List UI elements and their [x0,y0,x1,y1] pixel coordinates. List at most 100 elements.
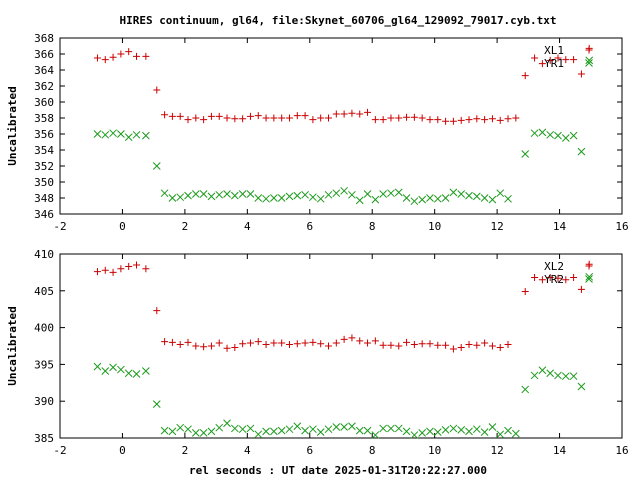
data-point [394,188,403,197]
data-point [395,114,403,122]
data-point [356,110,364,118]
legend-marker [585,59,593,67]
data-point [230,191,239,200]
data-point [577,147,586,156]
data-point [449,188,458,197]
data-point [569,372,578,381]
data-point [449,345,457,353]
data-point [184,191,192,200]
data-point [262,341,270,349]
plot-frame [59,37,623,215]
data-point [530,129,539,138]
x-tick-label: 0 [119,444,126,457]
data-point [449,117,457,125]
data-point [511,429,520,438]
data-point [418,428,427,437]
x-tick-label: 0 [119,220,126,233]
data-point [561,372,570,381]
data-point [457,343,465,351]
data-point [488,195,497,204]
data-point [161,111,169,119]
data-point [238,190,247,198]
data-point [316,194,325,203]
data-point [309,425,317,434]
data-point [348,109,356,117]
y-tick-label: 348 [34,192,54,205]
data-point [332,189,341,198]
data-point [570,56,578,64]
data-point [184,338,192,346]
y-tick-label: 350 [34,176,54,189]
data-point [230,424,239,433]
data-point [512,114,520,122]
data-point [176,341,184,349]
data-point [426,427,434,436]
x-tick-label: -2 [53,444,66,457]
data-point [355,426,364,435]
data-point [254,338,262,346]
data-point [379,116,387,124]
data-point [472,425,481,434]
data-point [465,116,473,124]
data-point [496,343,504,351]
data-point [577,285,585,293]
data-point [309,338,317,346]
data-point [562,56,570,64]
data-point [379,424,388,433]
data-point [546,274,554,282]
data-point [325,114,333,122]
data-point [199,428,208,437]
data-point [577,70,585,78]
legend-marker [585,262,593,270]
data-point [348,422,356,431]
data-point [504,115,512,123]
x-tick-label: 6 [306,444,313,457]
data-point [473,341,481,349]
data-point [531,274,539,282]
y-tick-label: 368 [34,32,54,45]
data-point [132,52,140,60]
data-point [504,194,512,203]
data-point [473,115,481,123]
data-point [364,108,372,116]
data-point [270,339,278,347]
x-tick-label: 6 [306,220,313,233]
data-point [546,369,555,378]
data-point [262,194,270,203]
data-point [239,340,247,348]
data-point [246,112,254,120]
data-point [317,114,325,122]
data-point [168,112,176,120]
data-point [278,339,286,347]
data-point [394,424,403,433]
data-point [153,307,161,315]
data-point [538,60,546,68]
data-point [332,423,341,431]
data-point [223,419,231,428]
data-point [585,56,594,65]
data-point [124,369,133,378]
data-point [402,427,411,436]
data-point [410,341,418,349]
data-point [387,341,395,349]
data-point [332,110,340,118]
data-point [387,189,395,198]
y-tick-label: 366 [34,48,54,61]
data-point [403,113,411,121]
data-point [340,110,348,118]
data-point [246,424,255,433]
legend-marker [585,46,593,54]
data-point [465,191,473,200]
y-tick-label: 385 [34,432,54,445]
y-tick-label: 364 [34,64,54,77]
data-point [488,342,496,350]
x-tick-label: -2 [53,220,66,233]
data-point [387,114,395,122]
data-point [521,288,529,296]
data-point [101,367,110,375]
data-point [410,197,419,206]
data-point [441,426,450,434]
data-point [293,112,301,120]
data-point [472,192,481,201]
data-point [207,427,216,436]
